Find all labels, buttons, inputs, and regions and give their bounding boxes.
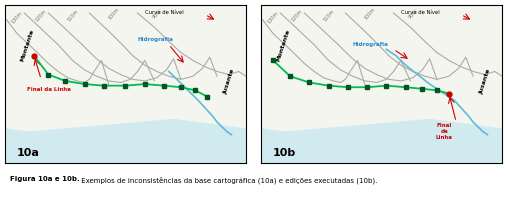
Text: Curva de Nível: Curva de Nível <box>145 10 184 15</box>
Text: Exemplos de inconsistências da base cartográfica (10a) e edições executadas (10b: Exemplos de inconsistências da base cart… <box>79 175 377 183</box>
Text: Curva de Nível: Curva de Nível <box>401 10 440 15</box>
Text: 130m: 130m <box>11 10 24 24</box>
Text: Jusante: Jusante <box>479 68 492 95</box>
Text: Montante: Montante <box>19 29 34 62</box>
Text: 120m: 120m <box>291 9 304 23</box>
Polygon shape <box>5 119 246 163</box>
Text: Final da Linha: Final da Linha <box>27 87 70 92</box>
Text: 110m: 110m <box>66 9 79 23</box>
Text: Hidrografia: Hidrografia <box>137 37 173 42</box>
Text: Jusante: Jusante <box>223 68 236 95</box>
Text: 100m: 100m <box>107 7 120 21</box>
Text: Figura 10a e 10b.: Figura 10a e 10b. <box>10 175 80 181</box>
Text: 120m: 120m <box>34 9 48 23</box>
Text: Hidrografia: Hidrografia <box>353 41 388 46</box>
Text: 110m: 110m <box>322 9 335 23</box>
Text: Final
da
Linha: Final da Linha <box>436 123 453 139</box>
Text: 10b: 10b <box>273 147 297 157</box>
Text: 100m: 100m <box>363 7 376 21</box>
Text: Montante: Montante <box>275 29 291 62</box>
Text: 130m: 130m <box>267 10 280 24</box>
Text: 90m: 90m <box>151 8 162 20</box>
Polygon shape <box>261 119 502 163</box>
Text: 90m: 90m <box>407 8 418 20</box>
Text: 10a: 10a <box>17 147 40 157</box>
